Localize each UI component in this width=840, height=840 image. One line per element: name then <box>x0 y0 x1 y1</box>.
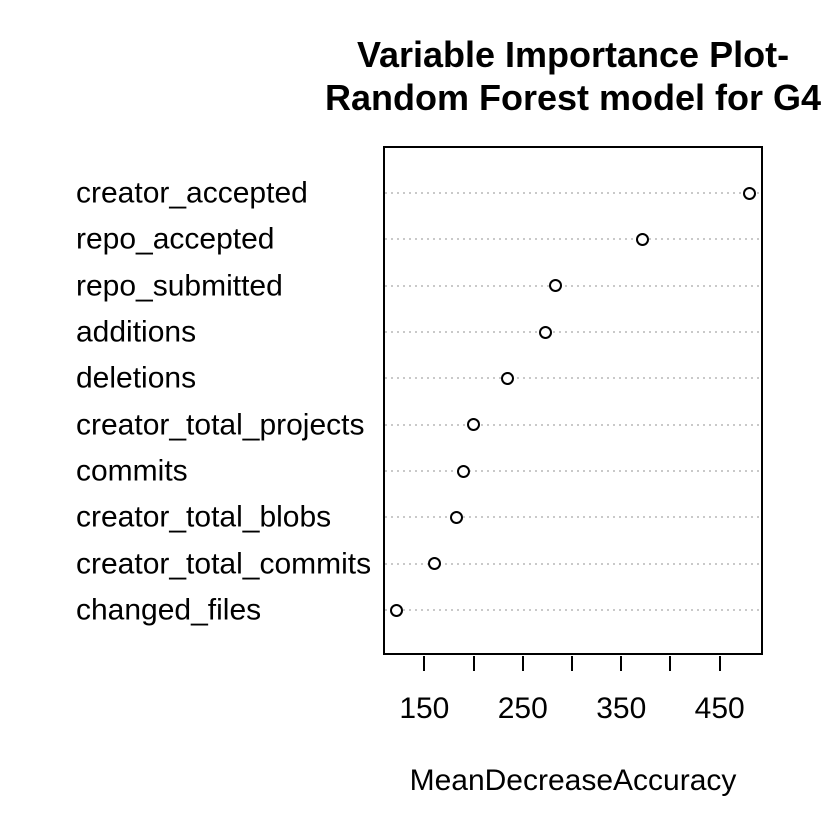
gridline <box>385 562 761 565</box>
x-axis-tick <box>521 656 524 671</box>
x-axis-tick <box>620 656 623 671</box>
y-axis-label: changed_files <box>76 593 262 627</box>
plot-area <box>383 146 763 655</box>
x-axis-tick <box>423 656 426 671</box>
y-axis-label: repo_submitted <box>76 269 283 303</box>
y-axis-label: commits <box>76 454 188 488</box>
chart-title: Variable Importance Plot- Random Forest … <box>325 33 821 119</box>
data-point <box>636 232 650 246</box>
x-axis-tick-label: 150 <box>399 692 450 725</box>
data-point <box>467 418 481 432</box>
data-point <box>457 464 471 478</box>
gridline <box>385 423 761 426</box>
y-axis-label: additions <box>76 315 197 349</box>
data-point <box>500 371 514 385</box>
y-axis-label: repo_accepted <box>76 222 275 256</box>
x-axis-tick-label: 450 <box>694 692 745 725</box>
gridline <box>385 470 761 472</box>
data-point <box>538 325 552 339</box>
data-point <box>548 279 562 293</box>
gridline <box>385 377 761 380</box>
gridline <box>385 609 761 611</box>
y-axis-label: creator_total_commits <box>76 547 372 581</box>
x-axis-tick-label: 250 <box>497 692 548 725</box>
y-axis-label: creator_total_blobs <box>76 500 332 534</box>
x-axis-tick <box>669 656 672 671</box>
chart-title-line-2: Random Forest model for G4 <box>324 77 822 118</box>
y-axis-label: creator_accepted <box>76 176 308 210</box>
x-axis-tick <box>718 656 721 671</box>
x-axis-tick-label: 350 <box>596 692 647 725</box>
chart-title-line-1: Variable Importance Plot- <box>356 34 790 75</box>
y-axis-label: deletions <box>76 361 197 395</box>
data-point <box>390 603 404 617</box>
data-point <box>450 510 464 524</box>
gridline <box>385 238 761 241</box>
gridline <box>385 192 761 194</box>
gridline <box>385 331 761 333</box>
gridline <box>385 516 761 519</box>
data-point <box>427 557 441 571</box>
data-point <box>742 186 756 200</box>
x-axis-title: MeanDecreaseAccuracy <box>409 764 737 797</box>
x-axis-tick <box>571 656 573 671</box>
gridline <box>385 284 761 287</box>
y-axis-label: creator_total_projects <box>76 408 365 442</box>
x-axis-tick <box>472 656 475 671</box>
